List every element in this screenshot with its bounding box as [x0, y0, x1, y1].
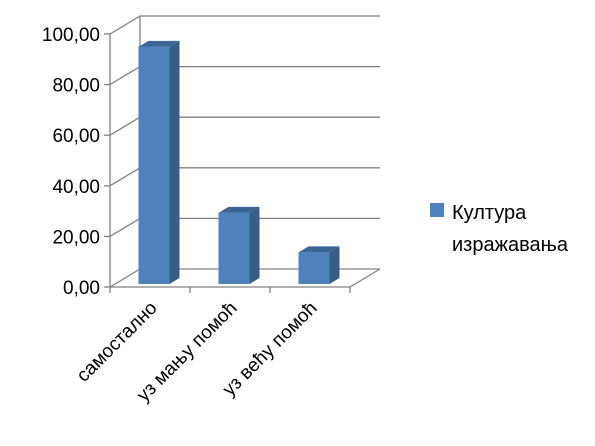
bar-front — [218, 212, 250, 284]
axes — [104, 33, 381, 293]
y-tick-label: 60,00 — [52, 126, 100, 147]
y-tick-label: 20,00 — [52, 227, 100, 248]
legend-swatch — [430, 203, 444, 217]
bars — [138, 40, 340, 284]
bar-front — [138, 46, 170, 284]
bar-top — [218, 206, 260, 213]
bar — [218, 206, 260, 284]
legend: Култура изражавања — [430, 202, 569, 256]
bar-front — [298, 252, 330, 284]
bar-side — [169, 40, 180, 284]
x-category-label: самостално — [73, 298, 162, 387]
bar — [138, 40, 180, 284]
bar-top — [138, 40, 180, 47]
bar — [298, 246, 340, 284]
bar-side — [329, 246, 340, 284]
bar-side — [249, 206, 260, 284]
y-tick-label: 100,00 — [42, 25, 100, 46]
y-tick-label: 0,00 — [63, 278, 100, 299]
y-tick-label: 80,00 — [52, 76, 100, 97]
legend-label-line-2: изражавања — [452, 234, 569, 256]
gridline — [109, 15, 380, 35]
y-axis-tick-labels: 0,00 20,00 40,00 60,00 80,00 100,00 — [42, 25, 100, 299]
y-tick-label: 40,00 — [52, 177, 100, 198]
legend-label-line-1: Култура — [452, 202, 527, 224]
bar-top — [298, 246, 340, 253]
